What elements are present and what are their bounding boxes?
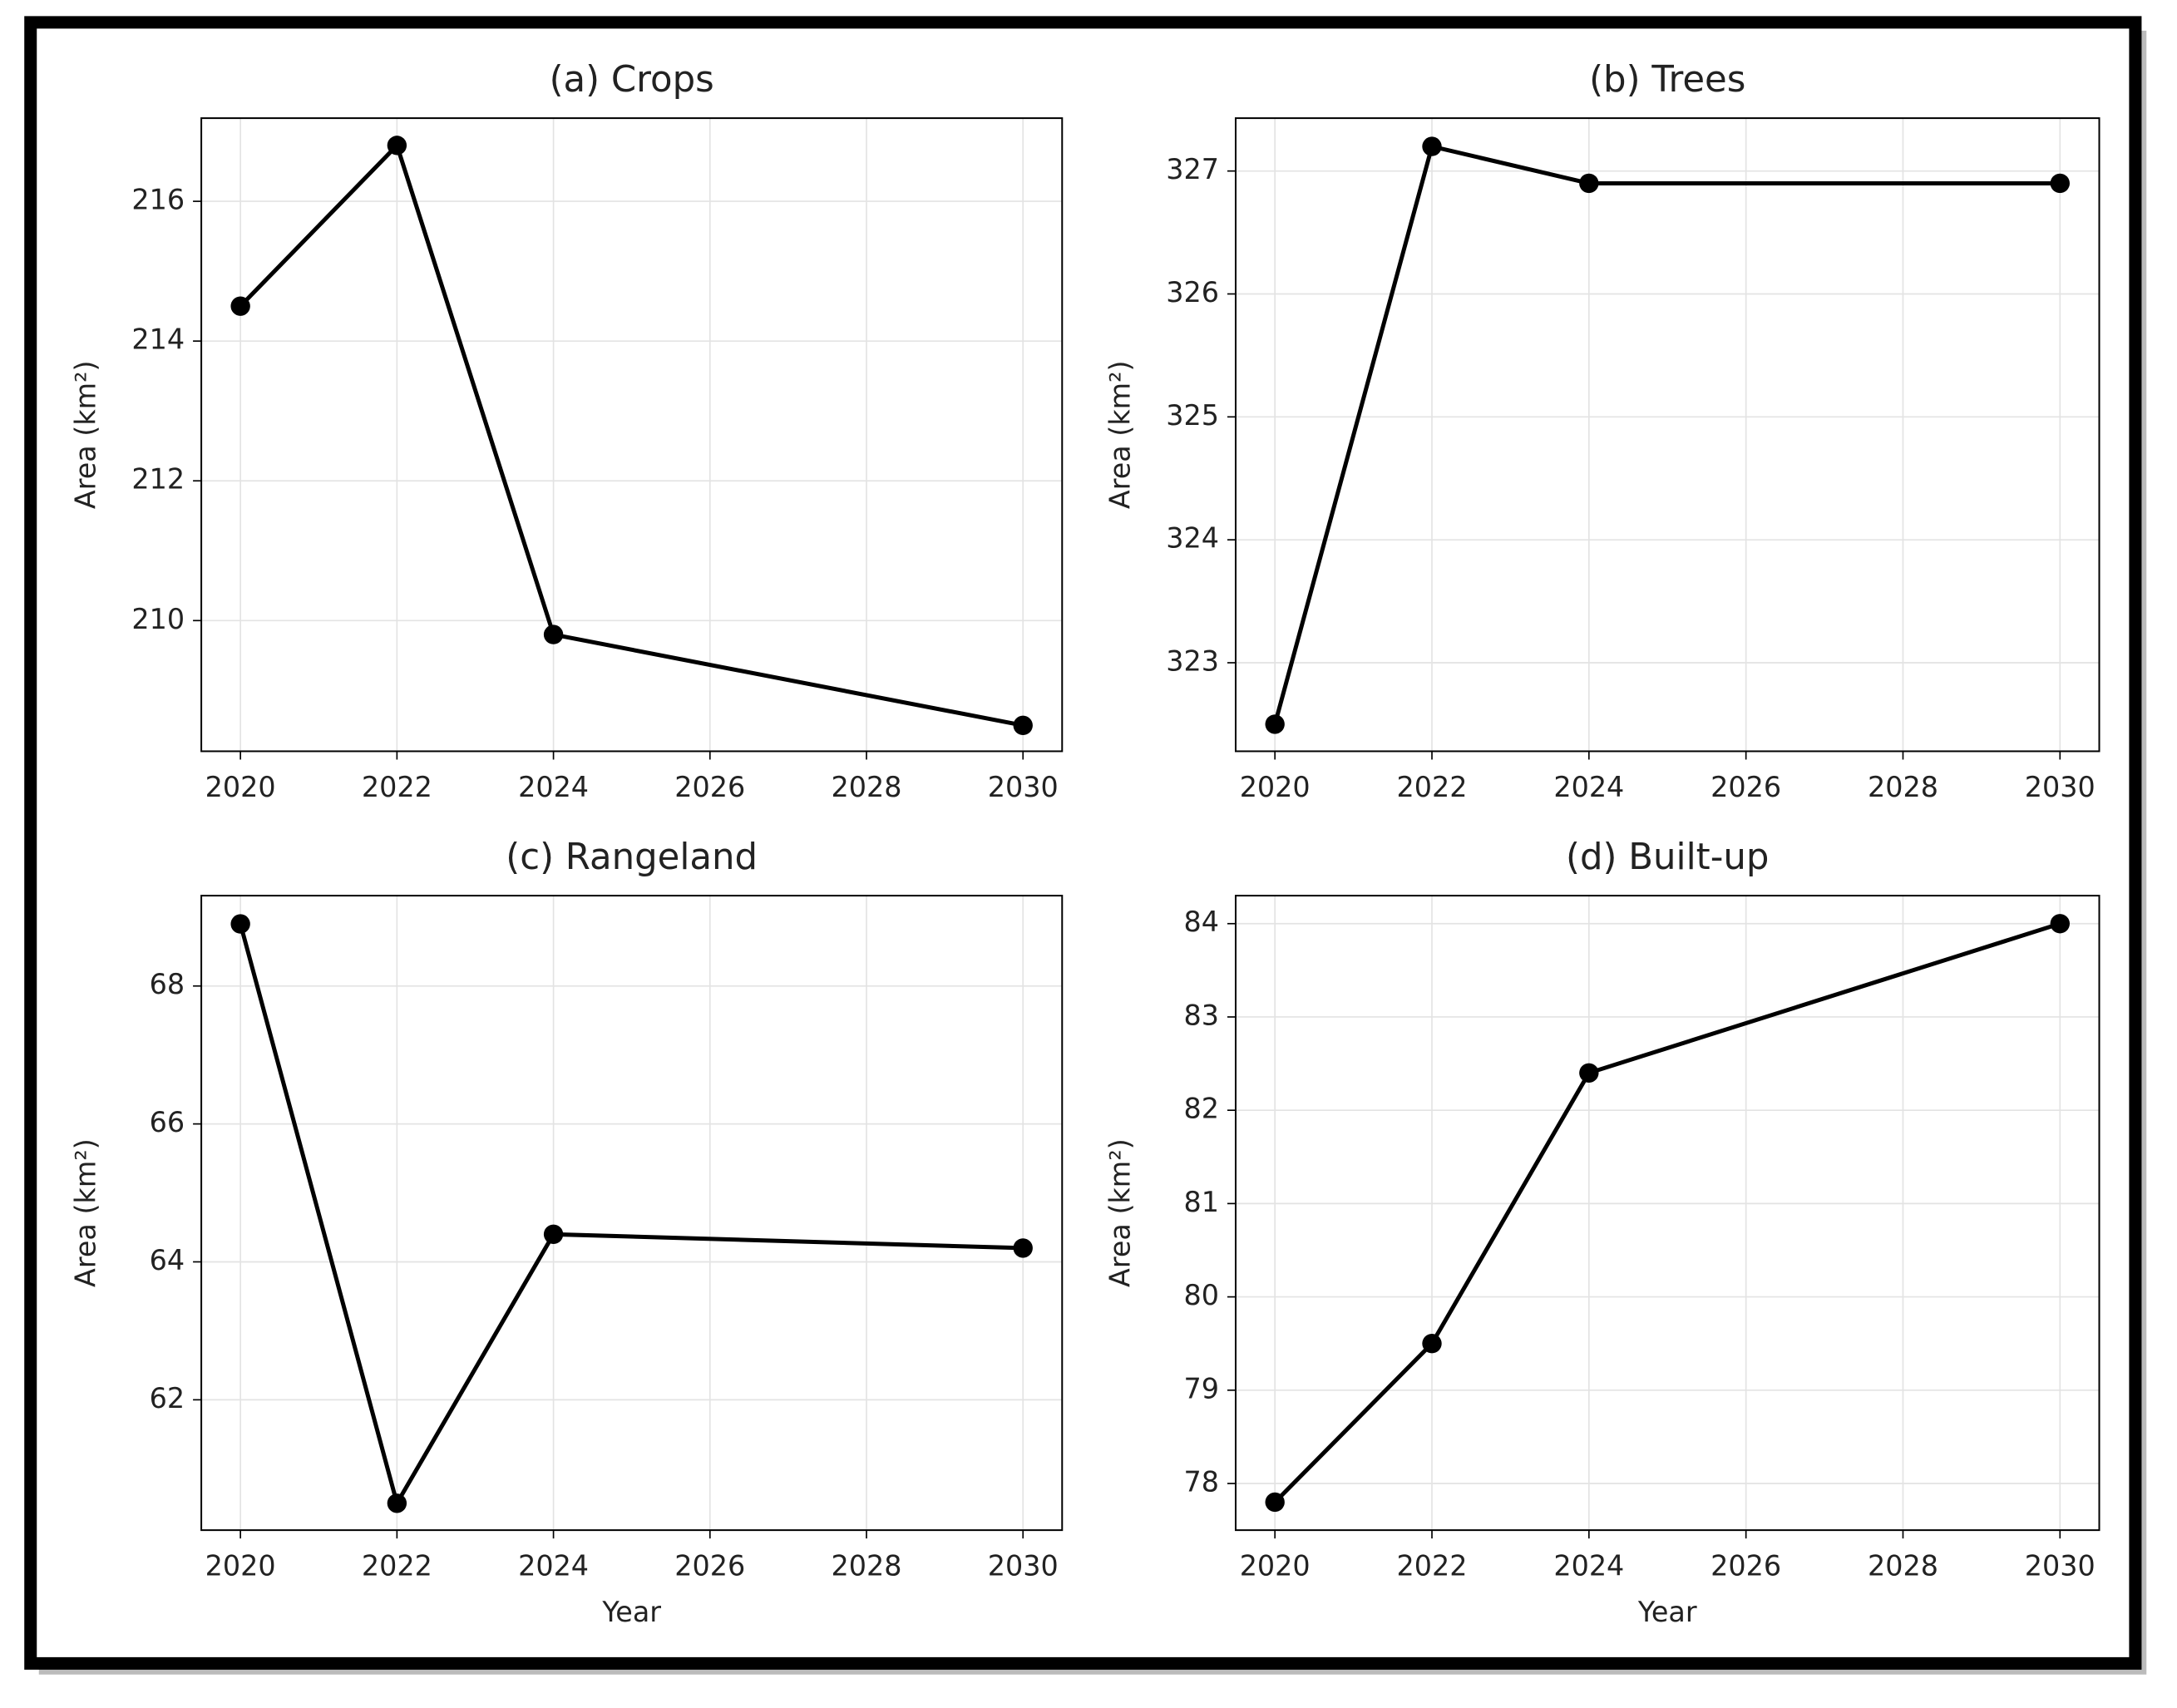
x-axis-label: Year — [601, 1596, 661, 1628]
y-axis-label: Area (km²) — [1104, 1138, 1137, 1287]
x-tick-label: 2024 — [1553, 1550, 1624, 1582]
data-point — [1265, 1492, 1285, 1513]
x-tick-label: 2028 — [1868, 771, 1938, 803]
x-tick-label: 2022 — [1397, 771, 1468, 803]
plot-area — [201, 896, 1063, 1531]
x-tick-label: 2030 — [2025, 771, 2096, 803]
y-tick-label: 64 — [150, 1244, 185, 1276]
y-tick-label: 78 — [1183, 1466, 1218, 1498]
data-point — [1579, 173, 1599, 194]
data-point — [543, 1224, 564, 1245]
subplot-title: (a) Crops — [550, 59, 714, 101]
x-tick-label: 2022 — [362, 1550, 432, 1582]
y-tick-label: 62 — [150, 1382, 185, 1414]
x-tick-label: 2026 — [1710, 1550, 1781, 1582]
y-tick-label: 79 — [1183, 1372, 1218, 1404]
x-tick-label: 2028 — [1868, 1550, 1938, 1582]
subplot-title: (c) Rangeland — [506, 837, 758, 878]
plot-border — [200, 895, 1064, 1532]
y-tick-label: 81 — [1183, 1186, 1218, 1218]
x-tick-label: 2030 — [988, 771, 1059, 803]
plot-border — [200, 117, 1064, 753]
data-point — [2050, 914, 2070, 934]
data-line — [1273, 921, 2061, 1504]
x-axis-label: Year — [1637, 1596, 1697, 1628]
data-line — [1272, 144, 2061, 725]
data-point — [1579, 1063, 1599, 1083]
plot-area — [1235, 896, 2100, 1531]
data-point — [230, 296, 250, 316]
data-line — [238, 923, 1024, 1509]
x-tick-label: 2028 — [832, 771, 902, 803]
x-tick-label: 2028 — [832, 1550, 902, 1582]
x-tick-label: 2026 — [674, 1550, 745, 1582]
y-tick-label: 216 — [131, 184, 185, 216]
y-tick-label: 324 — [1166, 522, 1219, 555]
x-tick-label: 2024 — [1553, 771, 1624, 803]
data-point — [1013, 1238, 1033, 1258]
x-tick-label: 2022 — [1397, 1550, 1468, 1582]
data-point — [230, 914, 250, 934]
y-tick-label: 84 — [1183, 906, 1218, 938]
x-tick-label: 2024 — [518, 771, 589, 803]
plot-area — [201, 118, 1063, 752]
y-tick-label: 325 — [1166, 399, 1219, 432]
subplot-title: (d) Built-up — [1566, 837, 1769, 878]
data-point — [1013, 715, 1033, 736]
y-tick-label: 68 — [150, 968, 185, 1000]
data-point — [543, 624, 564, 644]
plot-border — [1234, 117, 2100, 753]
data-point — [387, 136, 407, 155]
data-line — [239, 141, 1024, 728]
y-tick-label: 212 — [131, 463, 185, 496]
y-tick-label: 82 — [1183, 1093, 1218, 1125]
y-tick-label: 323 — [1166, 645, 1219, 678]
y-axis-label: Area (km²) — [70, 1138, 102, 1287]
y-axis-label: Area (km²) — [1104, 360, 1137, 509]
x-tick-label: 2020 — [205, 771, 276, 803]
x-tick-label: 2020 — [205, 1550, 276, 1582]
data-point — [2050, 173, 2070, 194]
x-tick-label: 2026 — [1710, 771, 1781, 803]
x-tick-label: 2030 — [2025, 1550, 2096, 1582]
data-point — [387, 1493, 407, 1513]
x-tick-label: 2020 — [1240, 1550, 1311, 1582]
subplot-title: (b) Trees — [1589, 59, 1745, 101]
x-tick-label: 2020 — [1240, 771, 1311, 803]
y-tick-label: 80 — [1183, 1279, 1218, 1311]
y-tick-label: 214 — [131, 323, 185, 356]
plot-border — [1234, 895, 2100, 1532]
data-point — [1422, 136, 1442, 156]
data-point — [1265, 714, 1285, 734]
y-axis-label: Area (km²) — [70, 360, 102, 509]
x-tick-label: 2030 — [988, 1550, 1059, 1582]
y-tick-label: 210 — [131, 603, 185, 635]
y-tick-label: 326 — [1166, 276, 1219, 309]
plot-area — [1235, 118, 2100, 752]
x-tick-label: 2024 — [518, 1550, 589, 1582]
x-tick-label: 2022 — [362, 771, 432, 803]
y-tick-label: 327 — [1166, 153, 1219, 185]
y-tick-label: 83 — [1183, 999, 1218, 1031]
y-tick-label: 66 — [150, 1106, 185, 1138]
data-point — [1422, 1334, 1442, 1354]
x-tick-label: 2026 — [674, 771, 745, 803]
